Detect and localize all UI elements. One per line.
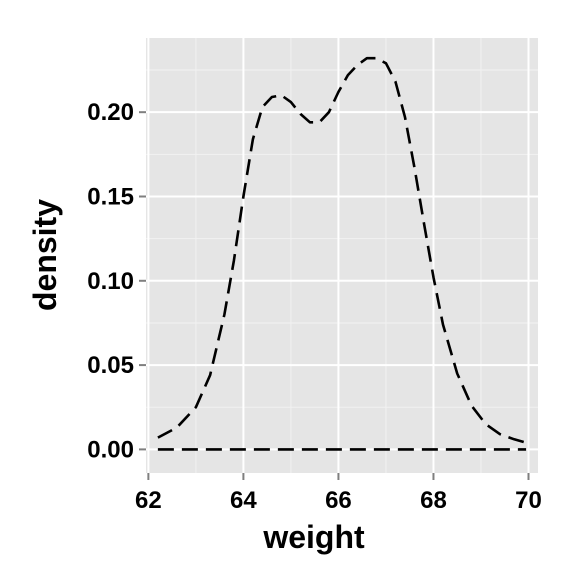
y-axis-title: density: [27, 199, 63, 311]
y-tick-label: 0.00: [87, 436, 134, 463]
major-grid: [146, 38, 538, 473]
y-tick-label: 0.15: [87, 183, 134, 210]
x-tick-label: 66: [325, 487, 352, 514]
minor-grid: [146, 38, 538, 473]
x-tick-label: 64: [230, 487, 257, 514]
y-tick-label: 0.20: [87, 99, 134, 126]
y-tick-label: 0.05: [87, 352, 134, 379]
x-tick-label: 70: [515, 487, 542, 514]
density-series: [157, 56, 527, 451]
x-tick-label: 62: [135, 487, 162, 514]
y-tick-label: 0.10: [87, 268, 134, 295]
x-axis: 62 64 66 68 70: [135, 473, 542, 514]
density-curve: [157, 56, 527, 444]
y-axis: 0.00 0.05 0.10 0.15 0.20: [87, 99, 146, 463]
x-axis-title: weight: [262, 519, 365, 555]
x-tick-label: 68: [420, 487, 447, 514]
plot-panel: [146, 38, 538, 473]
